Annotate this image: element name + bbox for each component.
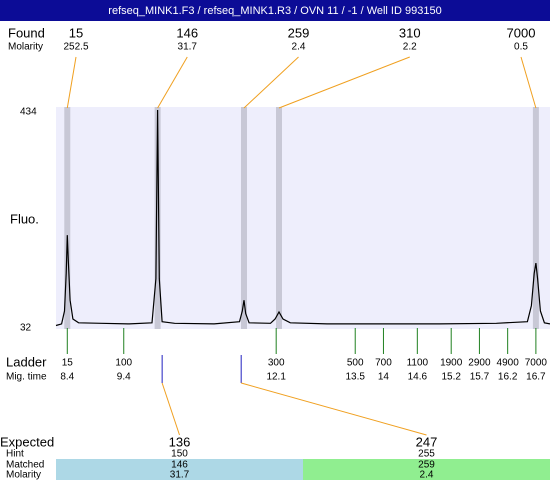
- peak-connector: [278, 56, 410, 109]
- expected-molarity-label: Molarity: [6, 470, 41, 480]
- expected-label: Expected: [0, 434, 54, 449]
- ladder-size: 7000: [525, 358, 548, 369]
- ladder-time: 14: [378, 372, 390, 383]
- found-molarity: 252.5: [63, 42, 88, 53]
- matched-label: Matched: [6, 460, 44, 471]
- y-tick-label: 32: [20, 323, 32, 334]
- ladder-time: 16.2: [498, 372, 518, 383]
- found-molarity: 2.4: [292, 42, 306, 53]
- expected-cell: [56, 459, 303, 480]
- peak-connector: [520, 56, 537, 109]
- ladder-size: 4900: [497, 358, 520, 369]
- plot-area: [56, 107, 550, 329]
- hint-label: Hint: [6, 449, 24, 460]
- expected-size: 247: [416, 434, 438, 449]
- ladder-time: 13.5: [345, 372, 365, 383]
- ladder-size: 500: [347, 358, 364, 369]
- y-axis-label: Fluo.: [10, 211, 39, 226]
- ladder-size: 2900: [468, 358, 491, 369]
- expected-connector: [241, 382, 427, 436]
- found-molarity: 2.2: [403, 42, 417, 53]
- found-label: Found: [8, 25, 45, 40]
- ladder-size: 700: [375, 358, 392, 369]
- header-title: refseq_MINK1.F3 / refseq_MINK1.R3 / OVN …: [108, 5, 441, 17]
- ladder-time: 14.6: [408, 372, 428, 383]
- peak-connector: [243, 56, 299, 109]
- found-size: 310: [399, 25, 421, 40]
- found-size: 7000: [507, 25, 536, 40]
- peak-connector: [157, 56, 188, 109]
- ladder-time: 15.2: [441, 372, 461, 383]
- peak-band: [241, 107, 248, 329]
- matched-value: 259: [418, 460, 435, 471]
- ladder-size: 15: [62, 358, 74, 369]
- expected-size: 136: [169, 434, 191, 449]
- matched-value: 146: [171, 460, 188, 471]
- ladder-time: 9.4: [117, 372, 131, 383]
- mig-time-label: Mig. time: [6, 372, 47, 383]
- found-size: 15: [69, 25, 83, 40]
- ladder-size: 100: [115, 358, 132, 369]
- ladder-time: 15.7: [470, 372, 490, 383]
- peak-band: [64, 107, 71, 329]
- trace: [55, 109, 550, 327]
- peak-band: [154, 107, 161, 329]
- expected-connector: [161, 382, 180, 436]
- expected-molarity: 2.4: [420, 470, 434, 480]
- expected-molarity: 31.7: [170, 470, 190, 480]
- found-molarity: 31.7: [178, 42, 198, 53]
- molarity-label: Molarity: [8, 42, 43, 53]
- found-molarity: 0.5: [514, 42, 528, 53]
- ladder-label: Ladder: [6, 354, 47, 369]
- peak-band: [276, 107, 283, 329]
- peak-connector: [66, 56, 77, 109]
- ladder-time: 16.7: [526, 372, 546, 383]
- found-size: 146: [176, 25, 198, 40]
- ladder-size: 1100: [407, 358, 429, 369]
- hint-value: 255: [418, 449, 435, 460]
- ladder-size: 300: [268, 358, 285, 369]
- y-tick-label: 434: [20, 107, 37, 118]
- ladder-time: 8.4: [60, 372, 74, 383]
- peak-band: [532, 107, 539, 329]
- hint-value: 150: [171, 449, 188, 460]
- header-bar: [0, 0, 550, 21]
- ladder-size: 1900: [440, 358, 463, 369]
- expected-cell: [303, 459, 550, 480]
- ladder-time: 12.1: [266, 372, 286, 383]
- found-size: 259: [288, 25, 310, 40]
